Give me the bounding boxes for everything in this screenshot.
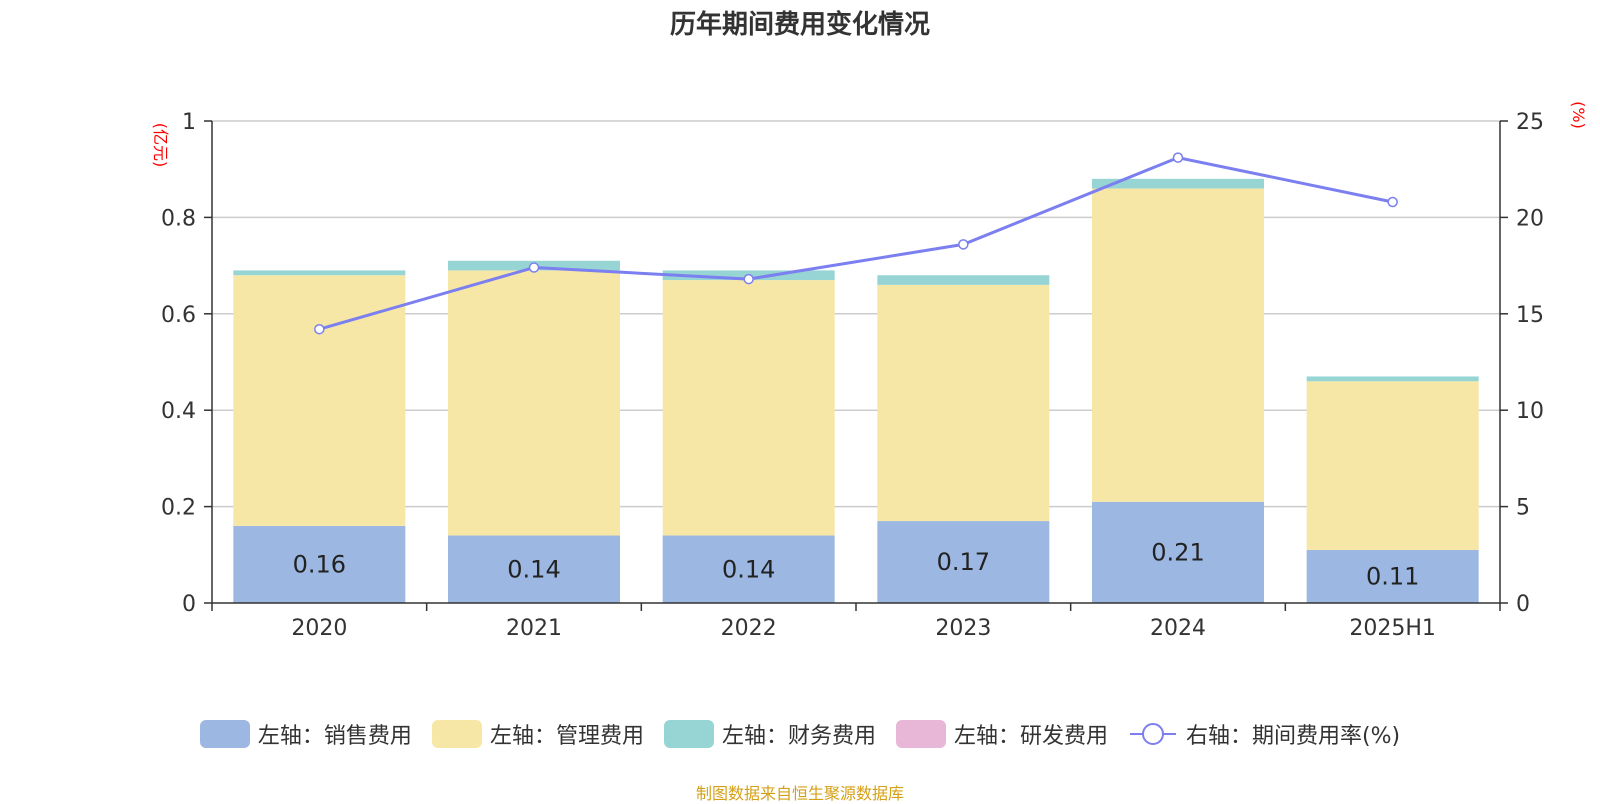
legend-item[interactable]: 左轴：研发费用 — [895, 718, 1108, 750]
legend-swatch — [895, 720, 946, 748]
bar-segment — [877, 275, 1050, 285]
bar-data-label: 0.14 — [507, 555, 560, 583]
bar-segment — [877, 521, 1050, 603]
chart-title: 历年期间费用变化情况 — [669, 10, 930, 40]
legend-label: 左轴：财务费用 — [721, 724, 876, 749]
bar-segment — [1092, 178, 1264, 189]
x-axis-tick-label: 2023 — [935, 616, 991, 641]
right-axis-unit: (%) — [1569, 101, 1588, 129]
legend-item[interactable]: 左轴：财务费用 — [663, 718, 876, 750]
bar-data-label: 0.11 — [1366, 562, 1419, 590]
bar-segment — [233, 270, 406, 276]
legend-line-circle — [1141, 723, 1164, 745]
bar-segment — [1306, 549, 1479, 603]
left-axis-tick-label: 0.8 — [161, 206, 196, 231]
bar-data-label: 0.21 — [1151, 538, 1204, 566]
bar-segment — [1306, 381, 1479, 550]
rate-point — [314, 323, 325, 335]
right-axis-tick-label: 25 — [1516, 110, 1544, 135]
legend-swatch — [431, 720, 482, 748]
right-axis-tick-label: 20 — [1516, 206, 1544, 231]
bar-segment — [233, 275, 406, 526]
bar-segment — [1092, 501, 1264, 603]
right-axis-tick-label: 5 — [1516, 496, 1530, 521]
legend-label: 左轴：管理费用 — [489, 724, 644, 749]
rate-point — [743, 273, 754, 285]
x-axis-tick-label: 2025H1 — [1349, 616, 1436, 641]
bar-data-label: 0.14 — [722, 555, 775, 583]
rate-point — [1387, 196, 1398, 208]
x-axis-tick-label: 2021 — [506, 616, 562, 641]
bar-segment — [448, 270, 620, 536]
rate-point — [1172, 152, 1184, 163]
rate-line — [318, 156, 1393, 331]
right-axis-tick-label: 0 — [1516, 592, 1530, 617]
right-axis-tick-label: 15 — [1516, 303, 1544, 328]
left-axis-tick-label: 1 — [182, 110, 196, 135]
legend-swatch — [663, 720, 714, 748]
bar-data-label: 0.16 — [293, 550, 346, 578]
legend-label: 右轴：期间费用率(%) — [1185, 724, 1401, 749]
legend-swatch — [199, 720, 250, 748]
left-axis-tick-label: 0.6 — [161, 303, 196, 328]
source-note: 制图数据来自恒生聚源数据库 — [695, 784, 904, 803]
bar-segment — [662, 535, 835, 603]
bar-segment — [448, 535, 620, 603]
x-axis-tick-label: 2024 — [1150, 616, 1206, 641]
bar-data-label: 0.17 — [937, 548, 990, 576]
legend-label: 左轴：销售费用 — [257, 724, 412, 749]
legend-item[interactable]: 左轴：销售费用 — [199, 718, 412, 750]
legend-item[interactable]: 左轴：管理费用 — [431, 718, 644, 750]
bar-segment — [1306, 376, 1479, 382]
left-axis-tick-label: 0.2 — [161, 496, 196, 521]
legend-line-marker-icon — [1129, 723, 1176, 745]
right-axis-tick-label: 10 — [1516, 399, 1544, 424]
rate-point — [528, 262, 540, 273]
left-axis-unit: (亿元) — [151, 123, 170, 168]
x-axis-tick-label: 2022 — [721, 616, 777, 641]
bar-segment — [1092, 188, 1264, 502]
chart-legend: 左轴：销售费用 左轴：管理费用 左轴：财务费用 左轴：研发费用 右轴：期间费用率(%) — [0, 718, 1600, 750]
bar-segment — [233, 525, 406, 603]
left-axis-tick-label: 0.4 — [161, 399, 196, 424]
rate-point — [958, 239, 969, 250]
legend-item[interactable]: 右轴：期间费用率(%) — [1128, 718, 1400, 750]
bar-segment — [877, 284, 1050, 522]
left-axis-tick-label: 0 — [182, 592, 196, 617]
bar-segment — [662, 280, 835, 536]
x-axis-tick-label: 2020 — [291, 616, 347, 641]
legend-label: 左轴：研发费用 — [953, 724, 1108, 749]
